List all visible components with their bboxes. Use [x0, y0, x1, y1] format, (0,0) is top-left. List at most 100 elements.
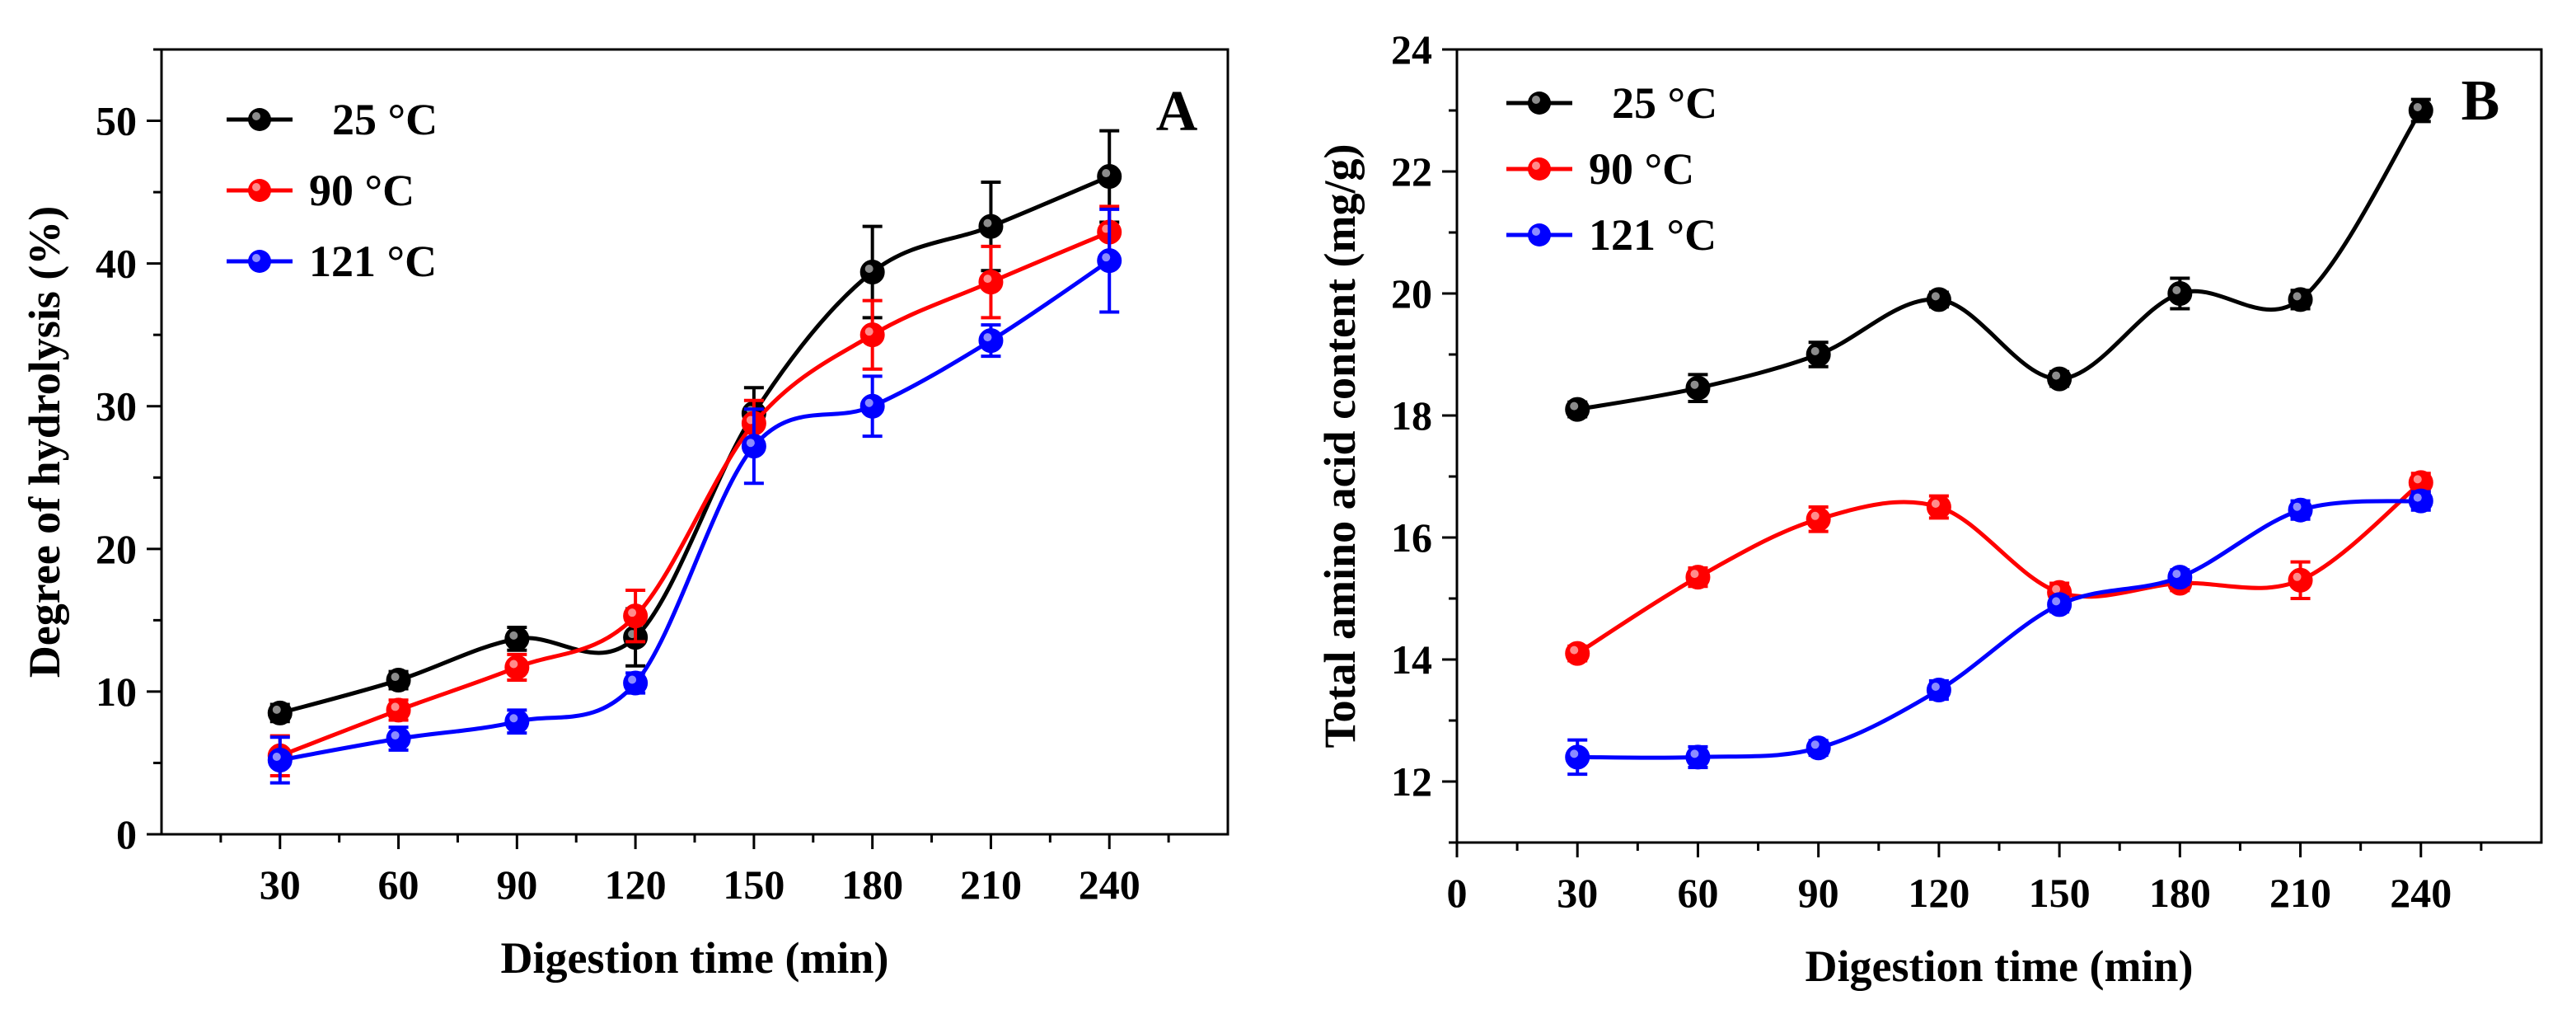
- data-point-highlight: [1810, 347, 1820, 355]
- x-tick-label: 150: [2029, 870, 2091, 916]
- data-point-highlight: [746, 439, 755, 448]
- y-tick-label: 0: [116, 811, 137, 857]
- x-axis-title: Digestion time (min): [501, 933, 889, 983]
- data-point: [2408, 488, 2433, 514]
- legend-marker: [248, 179, 271, 202]
- data-point: [741, 434, 766, 459]
- y-tick-label: 50: [96, 98, 137, 144]
- legend-marker-highlight: [252, 254, 260, 262]
- data-point-highlight: [2293, 292, 2302, 301]
- series-line: [279, 230, 1111, 758]
- legend-label: 25 °C: [1612, 78, 1717, 128]
- data-point: [504, 709, 530, 735]
- data-point-highlight: [272, 752, 281, 761]
- data-point: [504, 655, 530, 680]
- data-point: [386, 726, 411, 752]
- data-point: [1685, 565, 1711, 590]
- x-tick-label: 120: [1908, 870, 1969, 916]
- legend-marker: [1528, 223, 1551, 246]
- series-line: [279, 259, 1111, 763]
- x-tick-label: 30: [260, 861, 301, 908]
- legend-label: 90 °C: [309, 166, 415, 215]
- legend-label: 90 °C: [1589, 144, 1694, 194]
- data-point: [504, 626, 530, 651]
- data-point-highlight: [2413, 475, 2422, 484]
- data-point: [623, 670, 649, 696]
- legend-marker-highlight: [1532, 228, 1540, 236]
- data-point-highlight: [391, 673, 400, 682]
- data-point: [1926, 678, 1951, 702]
- series-line: [1576, 109, 2423, 412]
- data-point-highlight: [1570, 645, 1579, 655]
- data-point: [2047, 366, 2073, 392]
- series-121c: [267, 207, 1122, 785]
- data-point: [2288, 567, 2313, 593]
- panel-label: B: [2461, 69, 2500, 133]
- legend-marker-highlight: [252, 112, 260, 120]
- series-line: [1577, 499, 2421, 760]
- legend-item: 121 °C: [1506, 210, 1717, 260]
- x-axis-title: Digestion time (min): [1806, 941, 2194, 991]
- data-point-highlight: [391, 702, 400, 711]
- legend-item: 90 °C: [227, 166, 415, 215]
- data-point-highlight: [2413, 493, 2422, 502]
- data-point: [2167, 565, 2193, 590]
- data-point-highlight: [1810, 511, 1820, 520]
- data-point-highlight: [2413, 103, 2422, 111]
- data-point-highlight: [628, 675, 637, 684]
- data-point-highlight: [1931, 292, 1940, 301]
- series-line: [279, 174, 1111, 716]
- y-tick-label: 40: [96, 241, 137, 287]
- data-point: [2167, 281, 2193, 306]
- data-point: [1806, 342, 1831, 367]
- x-tick-label: 240: [1079, 861, 1140, 908]
- legend-marker: [1528, 92, 1551, 115]
- y-tick-label: 20: [96, 526, 137, 572]
- y-axis-title: Total amino acid content (mg/g): [1315, 144, 1365, 749]
- data-point-highlight: [2293, 502, 2302, 511]
- y-tick-label: 22: [1391, 148, 1432, 195]
- legend-item: 121 °C: [227, 237, 437, 286]
- data-point: [623, 603, 649, 629]
- data-point: [2047, 592, 2073, 617]
- data-point: [1097, 248, 1122, 274]
- data-point: [1565, 397, 1590, 422]
- data-point-highlight: [983, 333, 992, 342]
- y-tick-label: 18: [1391, 392, 1432, 439]
- data-point: [2408, 98, 2433, 123]
- legend-marker: [1528, 157, 1551, 181]
- data-point-highlight: [391, 731, 400, 740]
- series-25c: [1565, 97, 2433, 422]
- data-point: [978, 214, 1004, 239]
- data-point-highlight: [2052, 597, 2061, 606]
- data-point-highlight: [2052, 584, 2061, 594]
- x-tick-label: 30: [1557, 870, 1598, 916]
- x-tick-label: 180: [2149, 870, 2211, 916]
- data-point-highlight: [509, 631, 518, 640]
- y-tick-label: 12: [1391, 758, 1432, 805]
- legend-marker-highlight: [1532, 162, 1540, 170]
- data-point: [386, 668, 411, 693]
- x-tick-label: 240: [2390, 870, 2452, 916]
- x-tick-label: 180: [841, 861, 903, 908]
- series-121c: [1565, 488, 2433, 777]
- data-point: [1926, 287, 1951, 312]
- data-point-highlight: [983, 218, 992, 228]
- x-tick-label: 60: [1677, 870, 1718, 916]
- data-point-highlight: [864, 265, 873, 274]
- data-point-highlight: [1102, 169, 1111, 178]
- x-tick-label: 120: [605, 861, 667, 908]
- data-point-highlight: [1931, 683, 1940, 691]
- data-point: [2288, 287, 2313, 312]
- data-point-highlight: [1690, 749, 1699, 758]
- data-point: [1926, 495, 1951, 519]
- data-point-highlight: [1570, 401, 1579, 411]
- data-point: [1097, 164, 1122, 190]
- data-point-highlight: [2293, 572, 2302, 581]
- data-point: [1806, 735, 1831, 761]
- legend-marker: [248, 108, 271, 131]
- data-point: [1565, 744, 1590, 770]
- legend-item: 25 °C: [227, 95, 438, 144]
- legend-marker-highlight: [252, 183, 260, 191]
